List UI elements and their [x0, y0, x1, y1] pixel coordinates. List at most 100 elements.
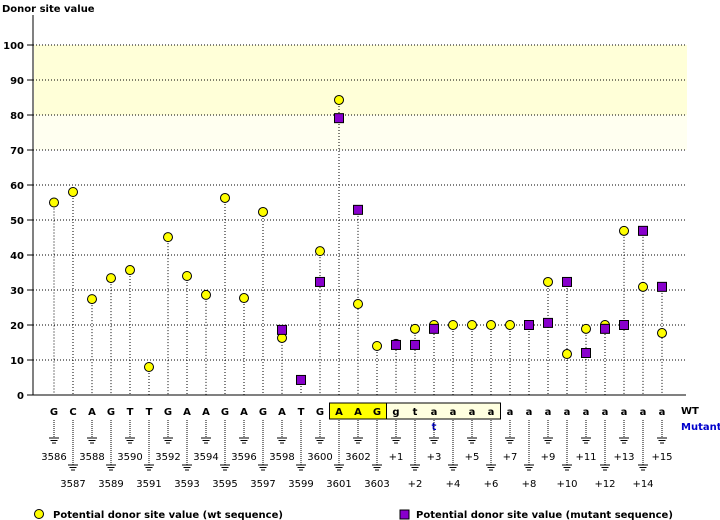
- y-tick-label: 60: [10, 181, 24, 192]
- wt-base: a: [640, 407, 647, 418]
- mutant-point: [657, 281, 667, 292]
- wt-base: a: [488, 407, 495, 418]
- position-label: 3603: [364, 479, 389, 490]
- position-label: 3590: [117, 452, 142, 463]
- wt-base: G: [164, 407, 172, 418]
- wt-point: [619, 225, 629, 236]
- y-tick-label: 80: [10, 111, 24, 122]
- position-marker-icon: [543, 437, 553, 444]
- wt-point: [372, 341, 382, 351]
- wt-point: [258, 206, 268, 217]
- wt-base: t: [413, 407, 418, 418]
- wt-base: T: [146, 407, 153, 418]
- position-label: 3594: [193, 452, 218, 463]
- wt-point: [581, 323, 591, 334]
- position-marker-icon: [182, 464, 192, 471]
- wt-base: a: [469, 407, 476, 418]
- wt-point: [239, 293, 249, 304]
- position-marker-icon: [562, 464, 572, 471]
- position-label: +7: [503, 452, 518, 463]
- wt-base: G: [316, 407, 324, 418]
- y-tick-label: 90: [10, 76, 24, 87]
- mutant-point: [638, 225, 648, 236]
- wt-point: [87, 294, 97, 305]
- wt-point: [334, 94, 344, 105]
- position-marker-icon: [49, 437, 59, 444]
- position-label: +6: [484, 479, 499, 490]
- highlight-band: [34, 115, 687, 150]
- wt-base: g: [392, 407, 399, 418]
- y-tick-label: 100: [3, 41, 24, 52]
- mutant-point: [600, 323, 610, 334]
- wt-point: [315, 246, 325, 257]
- y-tick-label: 10: [10, 356, 24, 367]
- intron-highlight-box: [386, 402, 501, 420]
- position-marker-icon: [125, 437, 135, 444]
- position-label: 3588: [79, 452, 104, 463]
- mutant-point: [296, 374, 306, 385]
- legend-mutant: Potential donor site value (mutant seque…: [399, 509, 673, 520]
- y-tick-label: 30: [10, 286, 24, 297]
- position-marker-icon: [277, 437, 287, 444]
- wt-base: a: [659, 407, 666, 418]
- wt-point: [448, 320, 458, 330]
- wt-point: [505, 320, 515, 330]
- wt-point: [125, 265, 135, 276]
- position-marker-icon: [334, 464, 344, 471]
- position-marker-icon: [68, 464, 78, 471]
- position-label: 3596: [231, 452, 256, 463]
- mutant-point: [334, 113, 344, 124]
- legend-mutant-label: Potential donor site value (mutant seque…: [416, 510, 673, 520]
- wt-base: a: [507, 407, 514, 418]
- position-marker-icon: [448, 464, 458, 471]
- wt-base: A: [202, 407, 210, 418]
- position-marker-icon: [315, 437, 325, 444]
- position-label: +10: [556, 479, 577, 490]
- wt-base: G: [107, 407, 115, 418]
- wt-base: a: [450, 407, 457, 418]
- position-marker-icon: [410, 464, 420, 471]
- wt-row-label: WT: [681, 406, 699, 417]
- wt-base: A: [335, 407, 343, 418]
- wt-base: A: [183, 407, 191, 418]
- legend-wt-label: Potential donor site value (wt sequence): [53, 510, 283, 520]
- position-marker-icon: [87, 437, 97, 444]
- position-marker-icon: [524, 464, 534, 471]
- position-marker-icon: [144, 464, 154, 471]
- wt-base: T: [298, 407, 305, 418]
- wt-point: [638, 281, 648, 292]
- wt-base: a: [545, 407, 552, 418]
- mutant-point: [277, 324, 287, 335]
- wt-point: [68, 187, 78, 197]
- wt-base: a: [602, 407, 609, 418]
- position-label: 3586: [41, 452, 66, 463]
- wt-point: [353, 299, 363, 309]
- mutant-point: [619, 320, 629, 330]
- wt-base: a: [526, 407, 533, 418]
- position-label: 3591: [136, 479, 161, 490]
- wt-point: [543, 276, 553, 287]
- wt-base: a: [431, 407, 438, 418]
- position-label: 3592: [155, 452, 180, 463]
- position-label: +12: [594, 479, 615, 490]
- position-label: +1: [389, 452, 404, 463]
- position-label: 3597: [250, 479, 275, 490]
- position-label: +9: [541, 452, 556, 463]
- wt-base: C: [69, 407, 76, 418]
- wt-point: [467, 320, 477, 330]
- mutant-base: t: [432, 422, 437, 433]
- position-marker-icon: [258, 464, 268, 471]
- wt-base: G: [50, 407, 58, 418]
- wt-base: G: [373, 407, 381, 418]
- y-tick-label: 0: [17, 391, 24, 402]
- mutant-point: [524, 320, 534, 330]
- wt-point: [49, 197, 59, 208]
- wt-point: [657, 328, 667, 339]
- mutant-point: [315, 276, 325, 287]
- position-label: +4: [446, 479, 461, 490]
- position-label: 3602: [345, 452, 370, 463]
- position-label: +2: [408, 479, 423, 490]
- position-marker-icon: [201, 437, 211, 444]
- mutant-point: [410, 339, 420, 350]
